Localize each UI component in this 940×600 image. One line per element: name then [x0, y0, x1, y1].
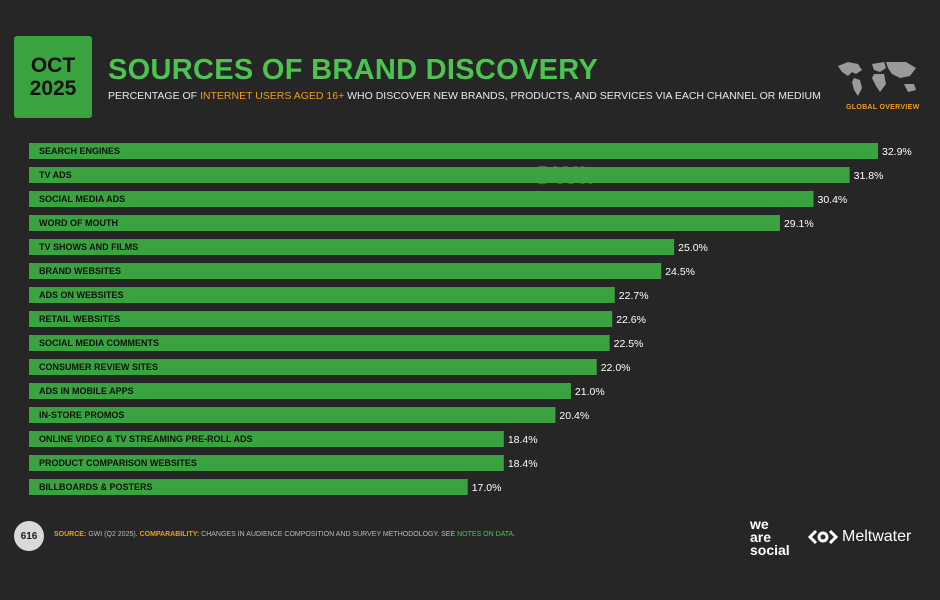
bar-category-label-13: PRODUCT COMPARISON WEBSITES [39, 458, 197, 468]
bar-value-label-5: 24.5% [665, 266, 695, 278]
bar-3 [29, 215, 780, 231]
page-subtitle: PERCENTAGE OF INTERNET USERS AGED 16+ WH… [108, 90, 821, 102]
bar-12 [29, 431, 504, 447]
bar-2 [29, 191, 814, 207]
comparability-text: CHANGES IN AUDIENCE COMPOSITION AND SURV… [199, 531, 458, 538]
bar-category-label-0: SEARCH ENGINES [39, 146, 120, 156]
bar-10 [29, 383, 571, 399]
bar-value-label-4: 25.0% [678, 242, 708, 254]
bar-1 [29, 167, 850, 183]
comparability-key: COMPARABILITY: [139, 531, 200, 538]
bar-8 [29, 335, 610, 351]
bar-14 [29, 479, 468, 495]
meltwater-logo: Meltwater [808, 528, 911, 546]
bar-value-label-10: 21.0% [575, 386, 605, 398]
bar-9 [29, 359, 597, 375]
bar-5 [29, 263, 662, 279]
bar-0 [29, 143, 878, 159]
bar-category-label-14: BILLBOARDS & POSTERS [39, 482, 153, 492]
page-title: SOURCES OF BRAND DISCOVERY [108, 54, 599, 86]
date-badge: OCT 2025 [14, 36, 92, 118]
bar-value-label-0: 32.9% [882, 146, 912, 158]
bar-category-label-11: IN-STORE PROMOS [39, 410, 124, 420]
bar-value-label-7: 22.6% [616, 314, 646, 326]
bar-category-label-6: ADS ON WEBSITES [39, 290, 124, 300]
bar-category-label-8: SOCIAL MEDIA COMMENTS [39, 338, 159, 348]
badge-month: OCT [30, 54, 76, 77]
logo-social: social [750, 542, 790, 558]
bar-category-label-4: TV SHOWS AND FILMS [39, 242, 138, 252]
subtitle-pre: PERCENTAGE OF [108, 90, 200, 102]
bar-category-label-2: SOCIAL MEDIA ADS [39, 194, 125, 204]
bar-value-label-9: 22.0% [601, 362, 631, 374]
bar-category-label-3: WORD OF MOUTH [39, 218, 118, 228]
bar-category-label-5: BRAND WEBSITES [39, 266, 121, 276]
bar-value-label-3: 29.1% [784, 218, 814, 230]
source-note: SOURCE: GWI (Q2 2025). COMPARABILITY: CH… [54, 531, 515, 538]
we-are-social-logo: we are social [750, 516, 790, 558]
meltwater-text: Meltwater [842, 528, 912, 545]
bar-category-label-10: ADS IN MOBILE APPS [39, 386, 134, 396]
bar-category-label-1: TV ADS [39, 170, 72, 180]
notes-on-data-link[interactable]: NOTES ON DATA [457, 531, 514, 538]
bar-value-label-14: 17.0% [472, 482, 502, 494]
bar-category-label-12: ONLINE VIDEO & TV STREAMING PRE-ROLL ADS [39, 434, 253, 444]
source-text: GWI (Q2 2025). [86, 531, 140, 538]
region-label: GLOBAL OVERVIEW [846, 104, 920, 111]
bar-value-label-1: 31.8% [854, 170, 884, 182]
bar-category-label-7: RETAIL WEBSITES [39, 314, 120, 324]
meltwater-icon [808, 529, 838, 545]
subtitle-post: WHO DISCOVER NEW BRANDS, PRODUCTS, AND S… [344, 90, 821, 102]
bar-11 [29, 407, 556, 423]
source-key: SOURCE: [54, 531, 87, 538]
page-number: 616 [14, 521, 44, 551]
bar-value-label-11: 20.4% [559, 410, 589, 422]
notes-end: . [513, 531, 516, 538]
logo-are: are [750, 529, 772, 545]
bar-13 [29, 455, 504, 471]
bar-value-label-13: 18.4% [508, 458, 538, 470]
bar-value-label-8: 22.5% [614, 338, 644, 350]
bar-6 [29, 287, 615, 303]
logo-we: we [750, 516, 769, 532]
world-map-icon [838, 62, 916, 96]
bar-value-label-2: 30.4% [817, 194, 847, 206]
bar-category-label-9: CONSUMER REVIEW SITES [39, 362, 158, 372]
bar-value-label-6: 22.7% [619, 290, 649, 302]
badge-year: 2025 [29, 77, 77, 100]
bar-7 [29, 311, 613, 327]
subtitle-highlight: INTERNET USERS AGED 16+ [199, 90, 345, 102]
bar-4 [29, 239, 675, 255]
bar-value-label-12: 18.4% [508, 434, 538, 446]
